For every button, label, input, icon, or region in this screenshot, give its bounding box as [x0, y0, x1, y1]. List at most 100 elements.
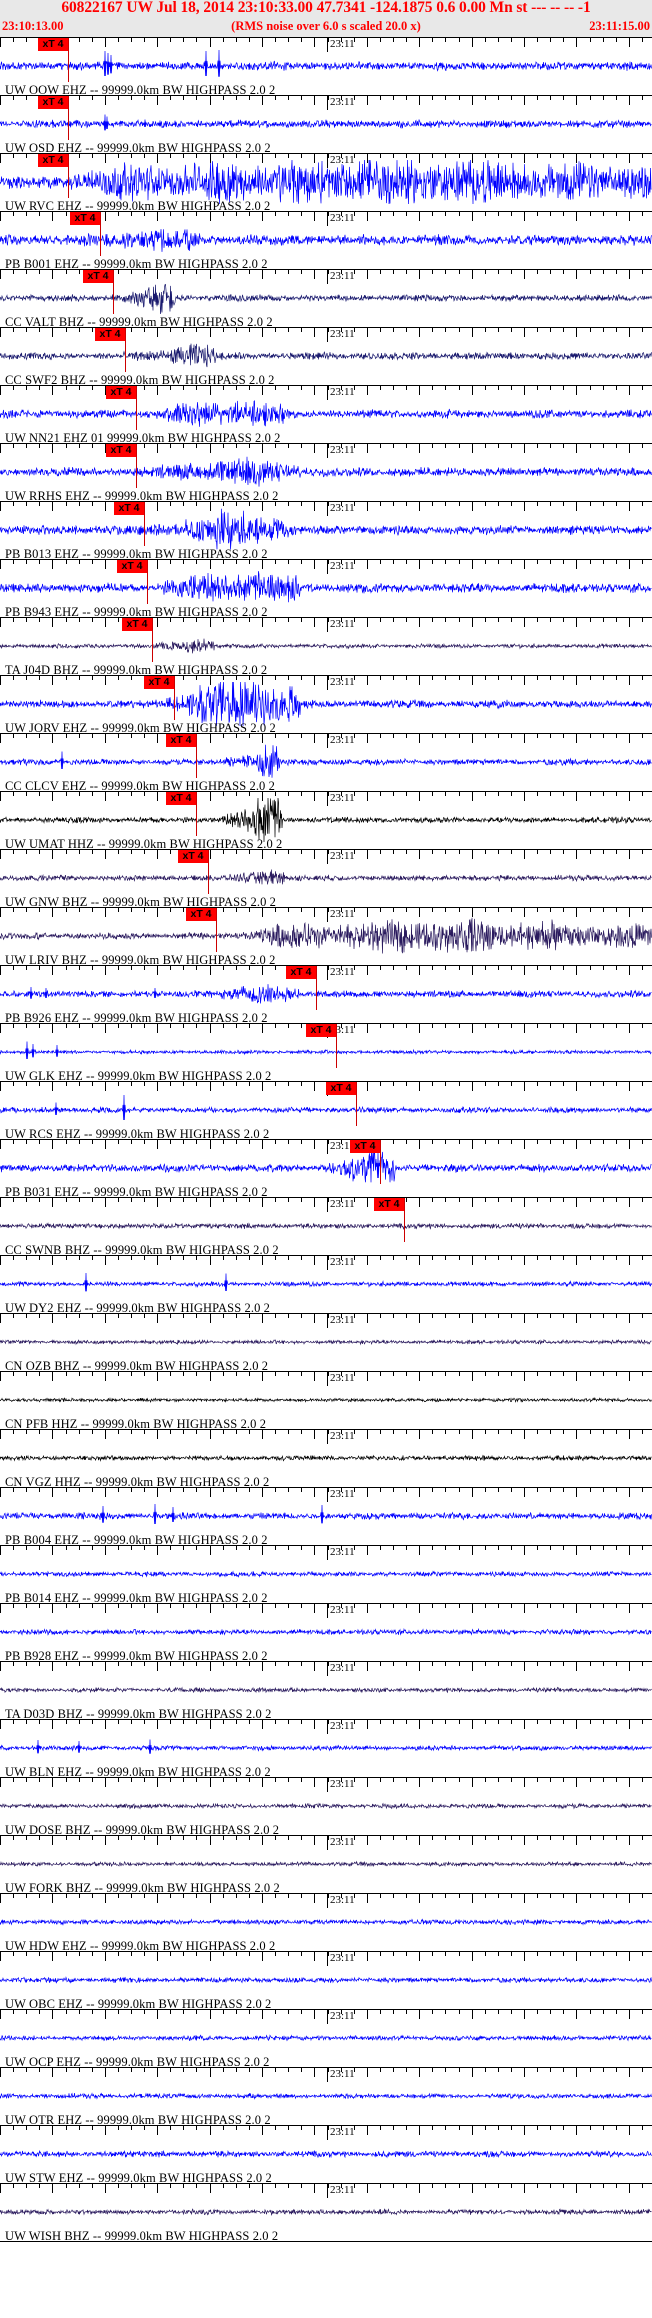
phase-pick-marker[interactable]: xT 4: [95, 328, 125, 341]
phase-pick-marker[interactable]: xT 4: [38, 154, 68, 167]
phase-pick-marker[interactable]: xT 4: [83, 270, 113, 283]
phase-pick-marker[interactable]: xT 4: [166, 734, 196, 747]
phase-pick-marker[interactable]: xT 4: [122, 618, 152, 631]
axis-tick: [445, 560, 446, 564]
axis-tick-major: [629, 850, 630, 859]
axis-tick: [223, 444, 224, 448]
trace-row[interactable]: 23:11 xT 4 UW RRHS EHZ -- 99999.0km BW HIG…: [0, 444, 652, 502]
trace-row[interactable]: 23:11 UW OTR EHZ -- 99999.0km BW HIGHPASS…: [0, 2068, 652, 2126]
trace-row[interactable]: 23:11 xT 4 UW UMAT HHZ -- 99999.0km BW HIG…: [0, 792, 652, 850]
phase-pick-marker[interactable]: xT 4: [114, 502, 144, 515]
phase-pick-marker[interactable]: xT 4: [286, 966, 316, 979]
trace-row[interactable]: 23:11 xT 4 UW OOW EHZ -- 99999.0km BW HIGH…: [0, 37, 652, 96]
phase-pick-marker[interactable]: xT 4: [70, 212, 100, 225]
trace-row[interactable]: 23:11 UW WISH BHZ -- 99999.0km BW HIGHPAS…: [0, 2184, 652, 2242]
axis-tick: [183, 1952, 184, 1956]
trace-row[interactable]: 23:11 PB B014 EHZ -- 99999.0km BW HIGHPAS…: [0, 1546, 652, 1604]
trace-row[interactable]: 23:11 xT 4 PB B031 EHZ -- 99999.0km BW HIG…: [0, 1140, 652, 1198]
axis-tick: [498, 1430, 499, 1434]
phase-pick-marker[interactable]: xT 4: [186, 908, 216, 921]
axis-tick: [406, 1778, 407, 1782]
phase-pick-marker[interactable]: xT 4: [106, 386, 136, 399]
axis-tick: [354, 1430, 355, 1434]
axis-tick-major: [629, 270, 630, 279]
trace-row[interactable]: 23:11 xT 4 UW JORV EHZ -- 99999.0km BW HIG…: [0, 676, 652, 734]
axis-tick: [354, 1604, 355, 1608]
trace-row[interactable]: 23:11 xT 4 CC SWF2 BHZ -- 99999.0km BW HIG…: [0, 328, 652, 386]
trace-row[interactable]: 23:11 xT 4 CC CLCV EHZ -- 99999.0km BW HIG…: [0, 734, 652, 792]
trace-row[interactable]: 23:11 UW BLN EHZ -- 99999.0km BW HIGHPASS…: [0, 1720, 652, 1778]
phase-pick-marker[interactable]: xT 4: [106, 444, 136, 457]
axis-tick: [223, 1140, 224, 1144]
trace-row[interactable]: 23:11 TA D03D BHZ -- 99999.0km BW HIGHPAS…: [0, 1662, 652, 1720]
trace-row[interactable]: 23:11 xT 4 PB B001 EHZ -- 99999.0km BW HIG…: [0, 212, 652, 270]
trace-row[interactable]: 23:11 xT 4 UW OSD EHZ -- 99999.0km BW HIGH…: [0, 96, 652, 154]
phase-pick-marker[interactable]: xT 4: [38, 38, 68, 51]
axis-tick: [445, 1256, 446, 1260]
axis-tick: [485, 1836, 486, 1840]
trace-row[interactable]: 23:11 UW HDW EHZ -- 99999.0km BW HIGHPASS…: [0, 1894, 652, 1952]
trace-row[interactable]: 23:11 xT 4 UW GNW BHZ -- 99999.0km BW HIGH…: [0, 850, 652, 908]
trace-row[interactable]: 23:11 xT 4 CC SWNB BHZ -- 99999.0km BW HIG…: [0, 1198, 652, 1256]
trace-row[interactable]: 23:11 xT 4 PB B943 EHZ -- 99999.0km BW HIG…: [0, 560, 652, 618]
trace-row[interactable]: 23:11 UW FORK BHZ -- 99999.0km BW HIGHPAS…: [0, 1836, 652, 1894]
axis-tick: [432, 96, 433, 100]
trace-row[interactable]: 23:11 xT 4 TA J04D BHZ -- 99999.0km BW HIG…: [0, 618, 652, 676]
phase-pick-marker[interactable]: xT 4: [374, 1198, 404, 1211]
phase-pick-marker[interactable]: xT 4: [178, 850, 208, 863]
axis-tick: [432, 1024, 433, 1028]
axis-tick: [79, 38, 80, 42]
axis-tick-major: [210, 1952, 211, 1961]
axis-tick: [642, 96, 643, 100]
axis-tick: [170, 908, 171, 912]
axis-tick: [223, 792, 224, 796]
trace-row[interactable]: 23:11 UW OBC EHZ -- 99999.0km BW HIGHPASS…: [0, 1952, 652, 2010]
axis-tick-major: [210, 1372, 211, 1381]
trace-row[interactable]: 23:11 UW DY2 EHZ -- 99999.0km BW HIGHPASS…: [0, 1256, 652, 1314]
phase-pick-marker[interactable]: xT 4: [144, 676, 174, 689]
axis-tick: [196, 1082, 197, 1086]
trace-row[interactable]: 23:11 CN VGZ HHZ -- 99999.0km BW HIGHPASS…: [0, 1430, 652, 1488]
trace-row[interactable]: 23:11 CN OZB BHZ -- 99999.0km BW HIGHPASS…: [0, 1314, 652, 1372]
trace-row[interactable]: 23:11 xT 4 CC VALT BHZ -- 99999.0km BW HIG…: [0, 270, 652, 328]
trace-row[interactable]: 23:11 UW DOSE BHZ -- 99999.0km BW HIGHPAS…: [0, 1778, 652, 1836]
axis-tick-major: [629, 1604, 630, 1613]
trace-row[interactable]: 23:11 xT 4 UW GLK EHZ -- 99999.0km BW HIGH…: [0, 1024, 652, 1082]
phase-pick-marker[interactable]: xT 4: [306, 1024, 336, 1037]
axis-tick-major: [576, 1894, 577, 1903]
axis-tick-major: [52, 1604, 53, 1613]
axis-tick: [288, 2010, 289, 2014]
trace-row[interactable]: 23:11 UW STW EHZ -- 99999.0km BW HIGHPASS…: [0, 2126, 652, 2184]
axis-tick: [223, 676, 224, 680]
trace-row[interactable]: 23:11 CN PFB HHZ -- 99999.0km BW HIGHPASS…: [0, 1372, 652, 1430]
axis-tick: [590, 1952, 591, 1956]
axis-tick-major: [629, 1836, 630, 1845]
channel-label: PB B031 EHZ -- 99999.0km BW HIGHPASS 2.0…: [5, 1185, 268, 1198]
axis-tick: [550, 1314, 551, 1318]
trace-row[interactable]: 23:11 UW OCP EHZ -- 99999.0km BW HIGHPASS…: [0, 2010, 652, 2068]
phase-pick-marker[interactable]: xT 4: [38, 96, 68, 109]
axis-tick-major: [52, 2068, 53, 2077]
axis-tick: [445, 966, 446, 970]
trace-row[interactable]: 23:11 xT 4 PB B013 EHZ -- 99999.0km BW HIG…: [0, 502, 652, 560]
phase-pick-marker[interactable]: xT 4: [350, 1140, 380, 1153]
phase-pick-marker[interactable]: xT 4: [117, 560, 147, 573]
axis-tick: [131, 1430, 132, 1434]
axis-tick: [603, 270, 604, 274]
axis-tick: [183, 676, 184, 680]
axis-tick: [603, 850, 604, 854]
phase-pick-marker[interactable]: xT 4: [326, 1082, 356, 1095]
trace-row[interactable]: 23:11 xT 4 PB B926 EHZ -- 99999.0km BW HIG…: [0, 966, 652, 1024]
phase-pick-marker[interactable]: xT 4: [166, 792, 196, 805]
axis-tick: [328, 1488, 329, 1492]
trace-row[interactable]: 23:11 xT 4 UW RVC EHZ -- 99999.0km BW HIGH…: [0, 154, 652, 212]
trace-row[interactable]: 23:11 xT 4 UW LRIV BHZ -- 99999.0km BW HIG…: [0, 908, 652, 966]
axis-tick: [511, 1604, 512, 1608]
trace-row[interactable]: 23:11 PB B004 EHZ -- 99999.0km BW HIGHPAS…: [0, 1488, 652, 1546]
axis-tick: [144, 2184, 145, 2188]
trace-row[interactable]: 23:11 PB B928 EHZ -- 99999.0km BW HIGHPAS…: [0, 1604, 652, 1662]
trace-row[interactable]: 23:11 xT 4 UW NN21 EHZ 01 99999.0km BW HIG…: [0, 386, 652, 444]
axis-tick: [196, 154, 197, 158]
axis-tick: [301, 1024, 302, 1028]
